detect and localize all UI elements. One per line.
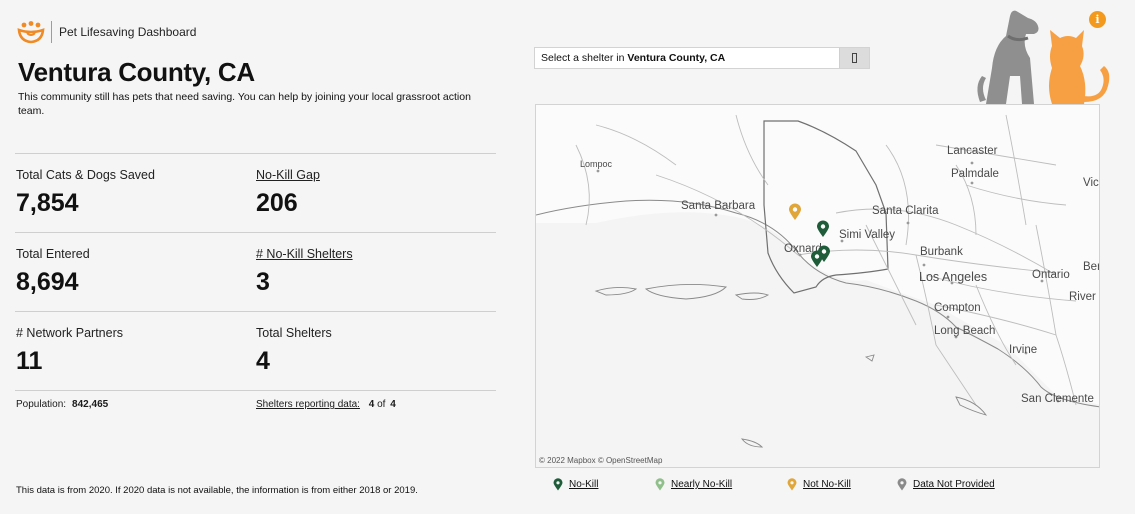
map-label-los-angeles: Los Angeles bbox=[919, 270, 988, 284]
shelter-select-prefix: Select a shelter in bbox=[541, 52, 625, 64]
map-label-compton: Compton bbox=[934, 302, 981, 314]
map-label-santa-barbara: Santa Barbara bbox=[681, 200, 756, 212]
dropdown-toggle-icon[interactable] bbox=[839, 48, 869, 68]
stat-value: 206 bbox=[256, 189, 298, 217]
map-label-san-clemente: San Clemente bbox=[1021, 393, 1094, 405]
stat-label: Total Cats & Dogs Saved bbox=[16, 168, 155, 182]
stats-grid: Total Cats & Dogs Saved 7,854 No-Kill Ga… bbox=[15, 153, 496, 420]
legend-data-not-provided[interactable]: Data Not Provided bbox=[897, 478, 995, 491]
legend-no-kill[interactable]: No-Kill bbox=[553, 478, 598, 491]
brand-divider bbox=[51, 21, 52, 43]
map-label-oxnard: Oxnard bbox=[784, 243, 822, 255]
stat-label: Total Entered bbox=[16, 247, 90, 261]
county-description: This community still has pets that need … bbox=[18, 91, 471, 117]
stat-total-saved: Total Cats & Dogs Saved 7,854 bbox=[16, 168, 155, 218]
stats-footer-row: Population: 842,465 Shelters reporting da… bbox=[15, 390, 496, 420]
shelter-select-county: Ventura County, CA bbox=[627, 52, 726, 64]
stats-row: Total Cats & Dogs Saved 7,854 No-Kill Ga… bbox=[15, 153, 496, 232]
shelter-select[interactable]: Select a shelter in Ventura County, CA bbox=[534, 47, 870, 69]
shelter-marker-no-kill[interactable] bbox=[816, 220, 830, 238]
brand-header: Pet Lifesaving Dashboard bbox=[16, 20, 196, 44]
dog-and-cat-illustration bbox=[977, 10, 1110, 105]
no-kill-shelters-link[interactable]: # No-Kill Shelters bbox=[256, 247, 353, 261]
shelters-reporting-link[interactable]: Shelters reporting data: bbox=[256, 399, 360, 410]
legend-label: Nearly No-Kill bbox=[671, 479, 733, 490]
map-label-san-bernardino: Ber bbox=[1083, 261, 1100, 273]
map-pin-icon bbox=[655, 478, 665, 491]
map-pin-icon bbox=[787, 478, 797, 491]
info-icon[interactable]: i bbox=[1089, 11, 1106, 28]
shelters-reporting-of: of bbox=[377, 399, 386, 410]
map-label-victorville: Vic bbox=[1083, 177, 1099, 189]
stat-total-entered: Total Entered 8,694 bbox=[16, 247, 90, 297]
legend-nearly-no-kill[interactable]: Nearly No-Kill bbox=[655, 478, 732, 491]
stat-label: # Network Partners bbox=[16, 326, 123, 340]
stat-value: 8,694 bbox=[16, 268, 79, 296]
map-pin-icon bbox=[897, 478, 907, 491]
shelter-select-text: Select a shelter in Ventura County, CA bbox=[535, 52, 839, 64]
map-label-lompoc: Lompoc bbox=[580, 159, 613, 169]
map-label-ontario: Ontario bbox=[1032, 269, 1070, 281]
shelters-reporting-total: 4 bbox=[390, 399, 396, 410]
map-label-santa-clarita: Santa Clarita bbox=[872, 205, 939, 217]
map-label-palmdale: Palmdale bbox=[951, 168, 999, 180]
stat-network-partners: # Network Partners 11 bbox=[16, 326, 123, 376]
legend-not-no-kill[interactable]: Not No-Kill bbox=[787, 478, 851, 491]
stat-no-kill-gap: No-Kill Gap 206 bbox=[256, 168, 320, 218]
stat-label: Total Shelters bbox=[256, 326, 332, 340]
map-label-long-beach: Long Beach bbox=[934, 325, 996, 337]
map-pin-icon bbox=[553, 478, 563, 491]
shelter-marker-no-kill[interactable] bbox=[817, 245, 831, 263]
data-footnote: This data is from 2020. If 2020 data is … bbox=[16, 485, 418, 496]
legend-label: No-Kill bbox=[569, 479, 599, 490]
stat-value: 7,854 bbox=[16, 189, 79, 217]
stats-row: Total Entered 8,694 # No-Kill Shelters 3 bbox=[15, 232, 496, 311]
shelter-marker-no-kill[interactable] bbox=[810, 250, 824, 268]
legend-label: Data Not Provided bbox=[913, 479, 995, 490]
population: Population: 842,465 bbox=[16, 399, 108, 410]
map-basemap bbox=[536, 114, 1099, 467]
map-label-riverside: River bbox=[1069, 291, 1096, 303]
shelter-marker-not-no-kill[interactable] bbox=[788, 203, 802, 221]
map-label-burbank: Burbank bbox=[920, 246, 963, 258]
no-kill-gap-link[interactable]: No-Kill Gap bbox=[256, 168, 320, 182]
dashboard-title: Pet Lifesaving Dashboard bbox=[59, 25, 197, 39]
stat-value: 3 bbox=[256, 268, 270, 296]
county-title: Ventura County, CA bbox=[18, 57, 255, 87]
map-label-simi-valley: Simi Valley bbox=[839, 229, 896, 241]
map-label-lancaster: Lancaster bbox=[947, 145, 998, 157]
legend-label: Not No-Kill bbox=[803, 479, 851, 490]
population-label: Population: bbox=[16, 399, 67, 410]
population-value: 842,465 bbox=[72, 399, 109, 410]
stat-value: 4 bbox=[256, 347, 270, 375]
map-label-irvine: Irvine bbox=[1009, 344, 1038, 356]
shelters-reporting: Shelters reporting data: 4 of 4 bbox=[256, 399, 396, 410]
stats-row: # Network Partners 11 Total Shelters 4 bbox=[15, 311, 496, 390]
stat-no-kill-shelters: # No-Kill Shelters 3 bbox=[256, 247, 353, 297]
map-attribution: © 2022 Mapbox © OpenStreetMap bbox=[539, 456, 663, 465]
shelters-reporting-count: 4 bbox=[368, 399, 375, 410]
shelter-map[interactable]: Lompoc Santa Barbara Oxnard Simi Valley … bbox=[535, 104, 1100, 468]
stat-total-shelters: Total Shelters 4 bbox=[256, 326, 332, 376]
stat-value: 11 bbox=[16, 347, 43, 375]
paw-heart-logo-icon bbox=[17, 21, 45, 44]
